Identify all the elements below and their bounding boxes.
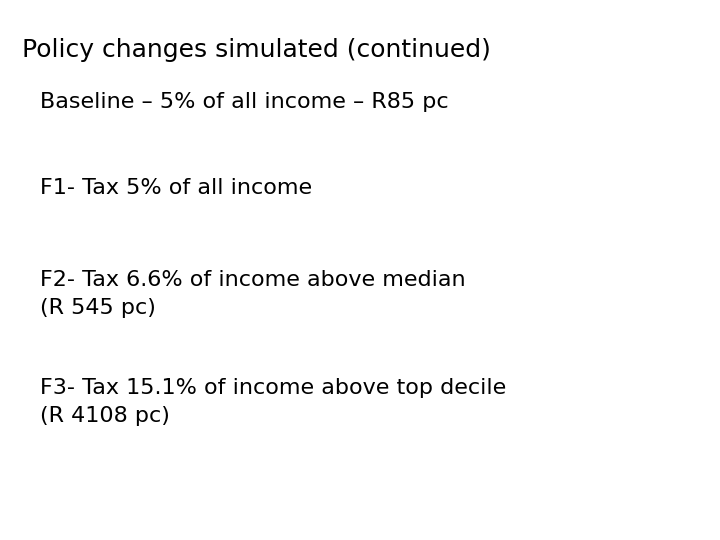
Text: F3- Tax 15.1% of income above top decile
(R 4108 pc): F3- Tax 15.1% of income above top decile…	[40, 378, 506, 426]
Text: F1- Tax 5% of all income: F1- Tax 5% of all income	[40, 178, 312, 198]
Text: Policy changes simulated (continued): Policy changes simulated (continued)	[22, 38, 490, 62]
Text: Baseline – 5% of all income – R85 pc: Baseline – 5% of all income – R85 pc	[40, 92, 449, 112]
Text: F2- Tax 6.6% of income above median
(R 545 pc): F2- Tax 6.6% of income above median (R 5…	[40, 270, 465, 318]
